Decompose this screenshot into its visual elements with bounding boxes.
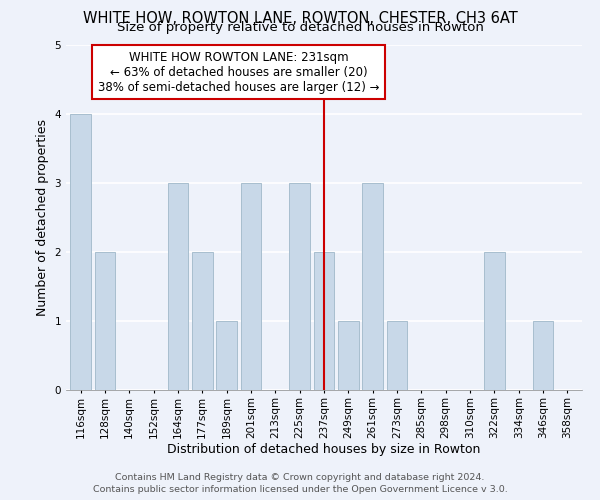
Bar <box>484 252 505 390</box>
Bar <box>192 252 212 390</box>
Y-axis label: Number of detached properties: Number of detached properties <box>36 119 49 316</box>
Bar <box>216 321 237 390</box>
Bar <box>167 183 188 390</box>
Bar <box>362 183 383 390</box>
Bar <box>314 252 334 390</box>
Text: Contains HM Land Registry data © Crown copyright and database right 2024.
Contai: Contains HM Land Registry data © Crown c… <box>92 472 508 494</box>
Bar <box>289 183 310 390</box>
Text: Size of property relative to detached houses in Rowton: Size of property relative to detached ho… <box>116 22 484 35</box>
Bar <box>533 321 553 390</box>
Bar <box>338 321 359 390</box>
Text: WHITE HOW ROWTON LANE: 231sqm
← 63% of detached houses are smaller (20)
38% of s: WHITE HOW ROWTON LANE: 231sqm ← 63% of d… <box>98 50 380 94</box>
Bar <box>386 321 407 390</box>
Bar <box>241 183 262 390</box>
X-axis label: Distribution of detached houses by size in Rowton: Distribution of detached houses by size … <box>167 443 481 456</box>
Bar <box>70 114 91 390</box>
Text: WHITE HOW, ROWTON LANE, ROWTON, CHESTER, CH3 6AT: WHITE HOW, ROWTON LANE, ROWTON, CHESTER,… <box>83 11 517 26</box>
Bar <box>95 252 115 390</box>
